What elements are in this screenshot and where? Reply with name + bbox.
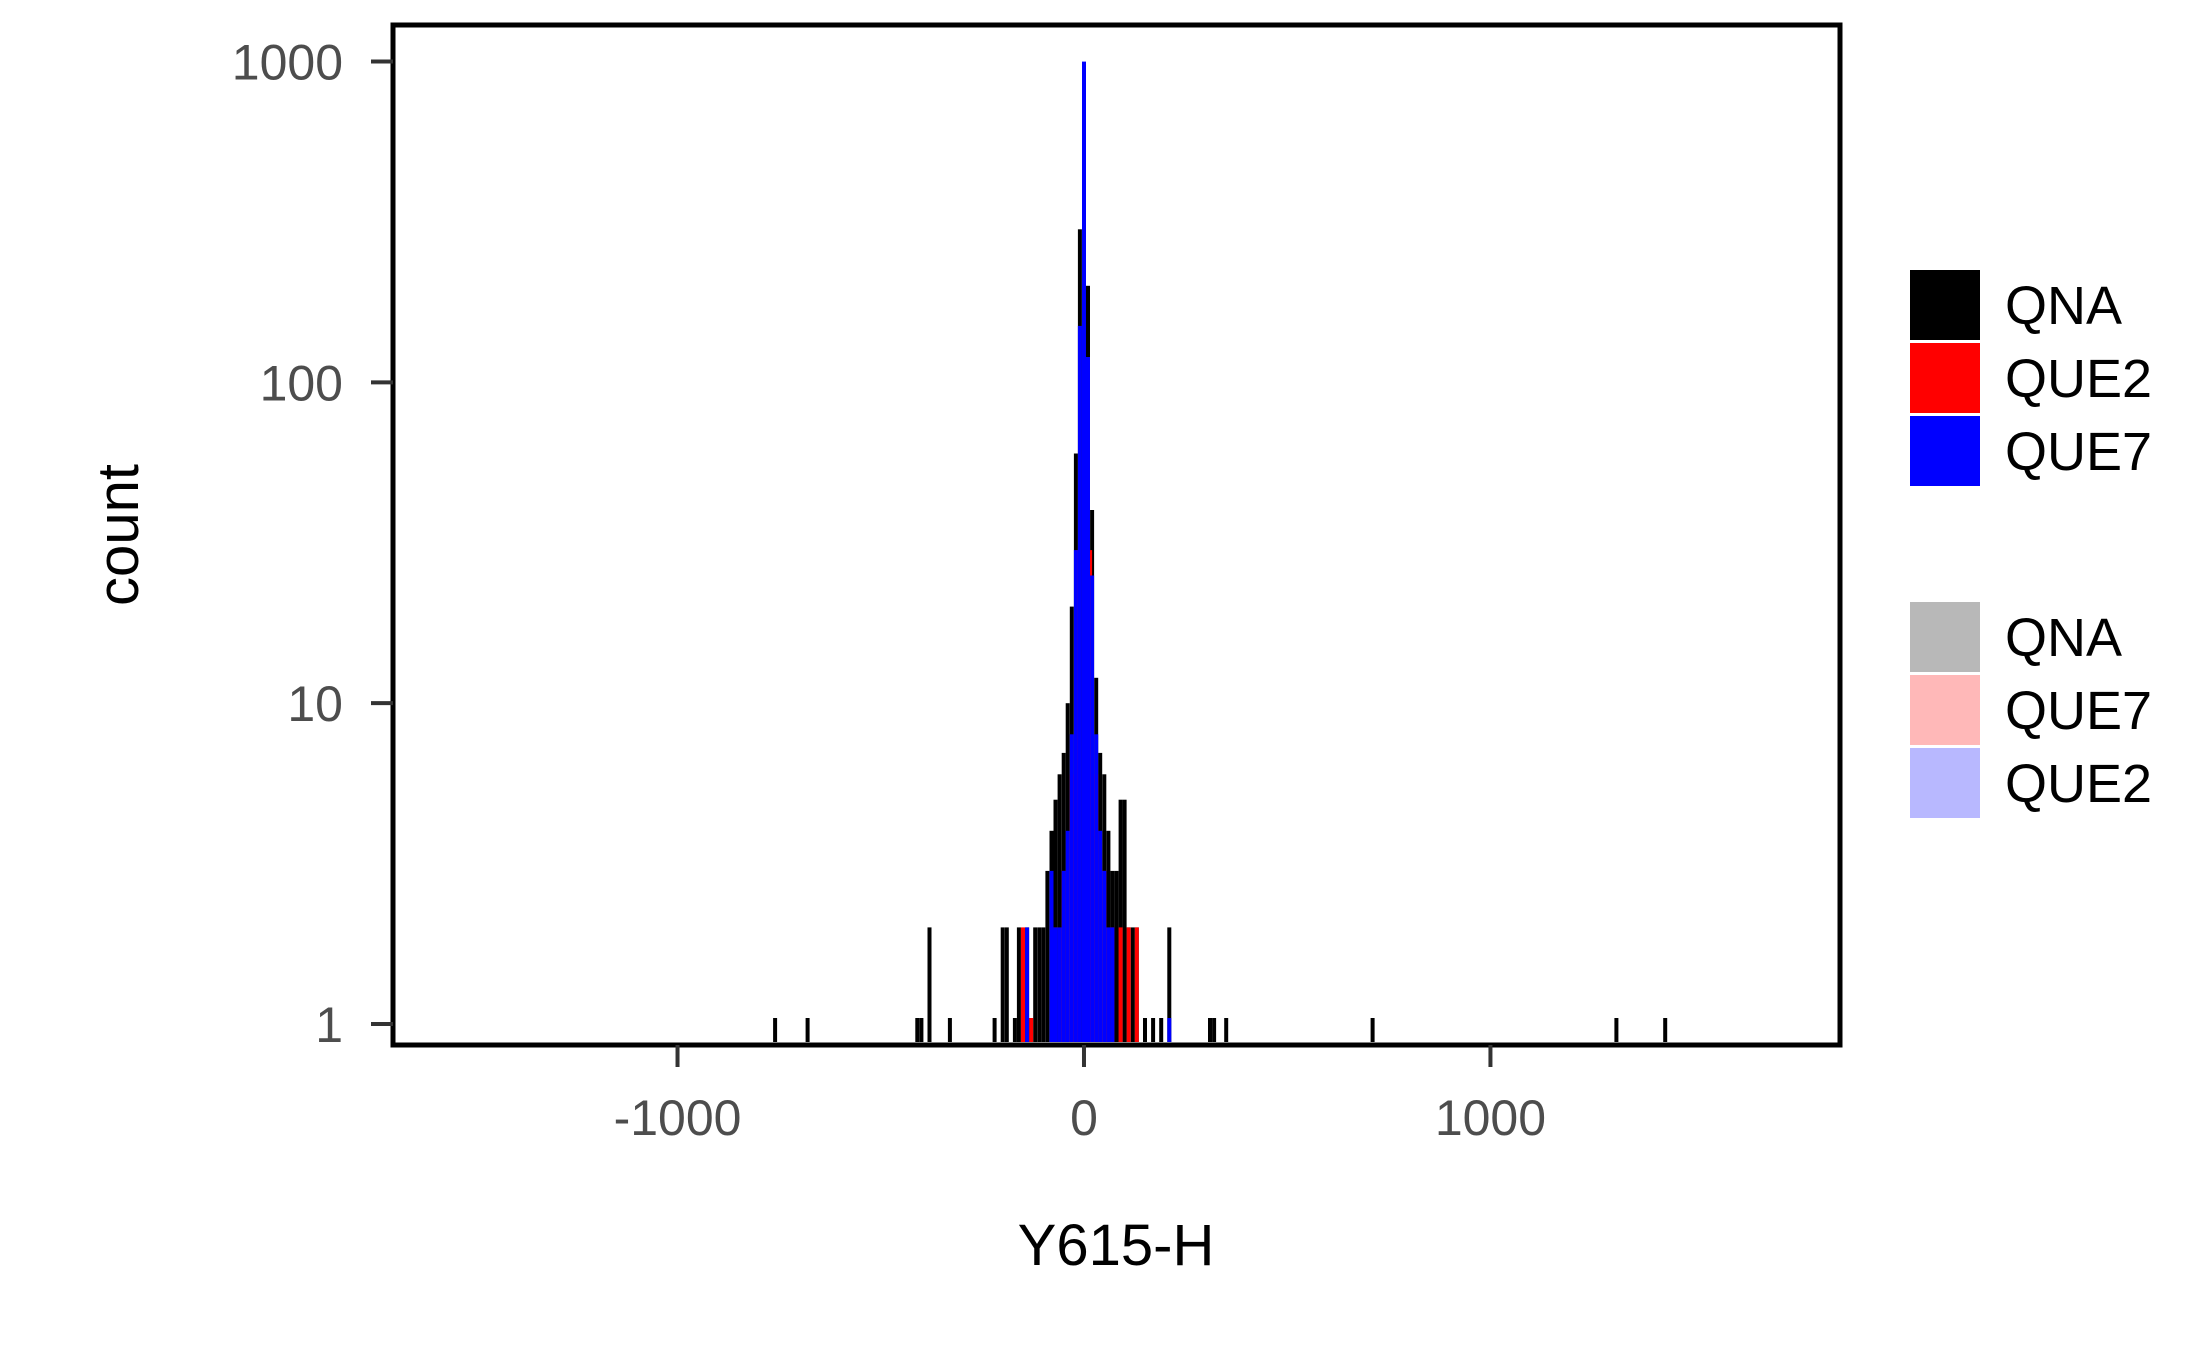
histogram-bar — [1037, 927, 1042, 1042]
histogram-bar — [1029, 1018, 1034, 1042]
legend: QNA QUE2 QUE7 QNA QUE7 QUE2 — [1910, 270, 2152, 818]
histogram-bar — [927, 927, 932, 1042]
histogram-bar — [1224, 1018, 1229, 1042]
histogram-bar — [1102, 870, 1107, 1042]
histogram-bar — [1370, 1018, 1375, 1042]
histogram-bar — [1098, 830, 1103, 1042]
histogram-bar — [1118, 927, 1123, 1042]
histogram-bar — [992, 1018, 997, 1042]
histogram-bar — [1122, 799, 1127, 1042]
histogram-bar — [1069, 734, 1074, 1042]
histogram-bar — [1126, 927, 1131, 1042]
histogram-bar — [1663, 1018, 1668, 1042]
x-tick-label: 0 — [1070, 1090, 1098, 1146]
legend-label: QUE7 — [2005, 681, 2152, 741]
legend-label: QUE2 — [2005, 754, 2152, 814]
legend-key — [1910, 675, 1980, 745]
histogram-bar — [773, 1018, 778, 1042]
legend-label: QNA — [2005, 608, 2122, 668]
histogram-bar — [1053, 927, 1058, 1042]
plot-panel-border — [390, 22, 1843, 1048]
y-tick-label: 1 — [315, 997, 343, 1053]
histogram-bar — [1021, 927, 1025, 1042]
histogram-bar — [1073, 550, 1078, 1042]
y-axis: 1 10 100 1000 — [232, 35, 393, 1053]
histogram-bar — [1000, 927, 1005, 1042]
histogram-bar — [1061, 870, 1066, 1042]
histogram-bar — [1159, 1018, 1164, 1042]
x-tick-label: -1000 — [614, 1090, 742, 1146]
histogram-bar — [1106, 927, 1111, 1042]
histogram-bar — [1094, 734, 1099, 1042]
histogram-bar — [1208, 1018, 1212, 1042]
histogram-bar — [1614, 1018, 1619, 1042]
histogram-bar — [1118, 799, 1123, 1042]
legend-key — [1910, 602, 1980, 672]
histogram-bar — [1049, 870, 1054, 1042]
histogram-bar — [1151, 1018, 1156, 1042]
y-tick-label: 10 — [287, 676, 343, 732]
legend-label: QUE7 — [2005, 422, 2152, 482]
legend-key — [1910, 748, 1980, 818]
histogram-bar — [1045, 870, 1050, 1042]
histogram-bar — [1090, 575, 1095, 1042]
x-tick-label: 1000 — [1435, 1090, 1546, 1146]
legend-label: QNA — [2005, 276, 2122, 336]
y-tick-label: 100 — [260, 355, 343, 411]
histogram-bar — [1086, 357, 1090, 1042]
histogram-bar — [947, 1018, 952, 1042]
histogram-bar — [915, 1018, 920, 1042]
legend-key — [1910, 343, 1980, 413]
histogram-bar — [1212, 1018, 1217, 1042]
histogram-bar — [1167, 1018, 1172, 1042]
histogram-bar — [1025, 927, 1030, 1042]
histogram-bar — [805, 1018, 810, 1042]
histogram-bar — [1057, 774, 1062, 1042]
histogram-bar — [1130, 927, 1135, 1042]
legend-key — [1910, 416, 1980, 486]
histogram-bar — [1167, 927, 1172, 1042]
histogram-bar — [1004, 927, 1009, 1042]
histogram-bar — [1012, 1018, 1017, 1042]
histogram-bar — [1016, 927, 1021, 1042]
legend-key — [1910, 270, 1980, 340]
x-axis-title: Y615-H — [1018, 1213, 1215, 1278]
histogram-bar — [919, 1018, 924, 1042]
histogram-bar — [1041, 927, 1046, 1042]
x-axis: -1000 0 1000 — [614, 1045, 1546, 1146]
histogram-bar — [1065, 830, 1070, 1042]
histogram-bar — [1110, 927, 1115, 1042]
histogram-bar — [1143, 1018, 1147, 1042]
histogram-bar — [1134, 927, 1139, 1042]
y-tick-label: 1000 — [232, 35, 343, 91]
histogram-bar — [1077, 325, 1082, 1042]
legend-label: QUE2 — [2005, 349, 2152, 409]
histogram-bar — [1082, 61, 1086, 1043]
histogram-bar — [1114, 870, 1119, 1042]
histogram-bars — [773, 61, 1668, 1043]
histogram-bar — [1053, 799, 1058, 1042]
histogram-bar — [1057, 927, 1062, 1042]
y-axis-title: count — [86, 464, 151, 606]
histogram-bar — [1033, 927, 1038, 1042]
